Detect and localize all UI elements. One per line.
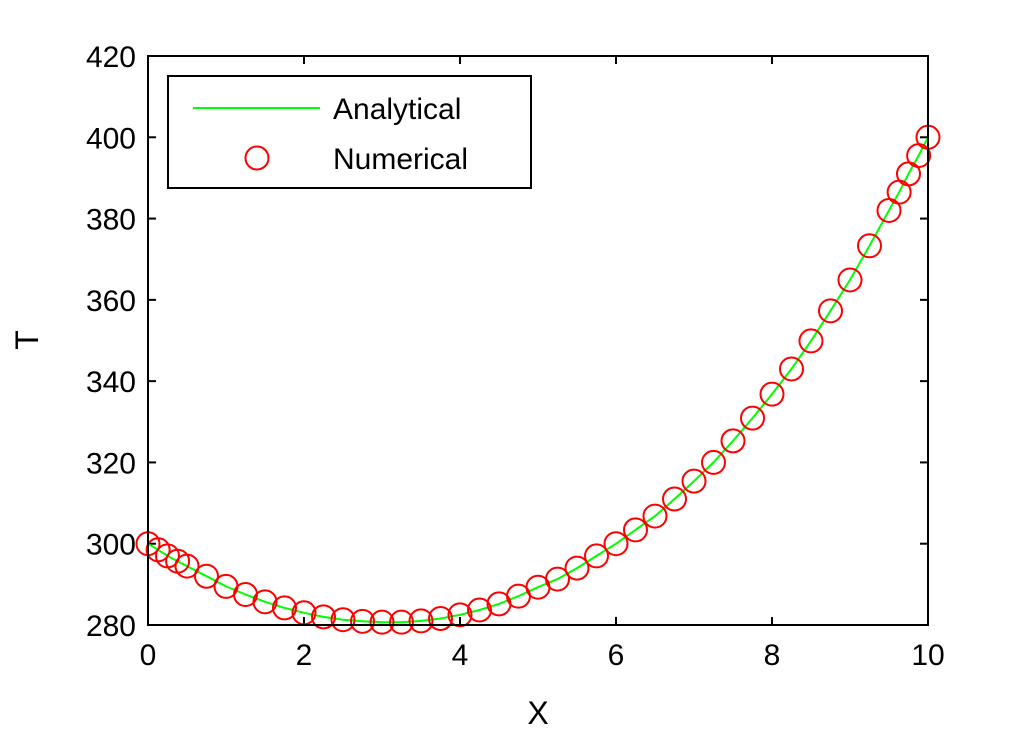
x-tick-label: 10 bbox=[911, 639, 944, 672]
data-point-numerical bbox=[798, 328, 824, 354]
y-tick-label: 400 bbox=[86, 122, 136, 155]
data-point-numerical bbox=[740, 405, 765, 431]
x-tick-label: 4 bbox=[452, 639, 469, 672]
data-point-numerical bbox=[194, 563, 219, 589]
data-point-numerical bbox=[545, 566, 570, 592]
data-point-numerical bbox=[603, 531, 629, 557]
x-tick-label: 0 bbox=[140, 639, 157, 672]
x-tick-label: 8 bbox=[764, 639, 781, 672]
data-point-numerical bbox=[642, 503, 668, 529]
legend-label-analytical: Analytical bbox=[333, 93, 461, 126]
data-point-numerical bbox=[779, 356, 804, 382]
legend: Analytical Numerical bbox=[167, 75, 532, 189]
data-point-numerical bbox=[584, 543, 609, 569]
data-point-numerical bbox=[447, 602, 473, 628]
data-point-numerical bbox=[350, 608, 375, 634]
data-point-numerical bbox=[623, 517, 648, 543]
x-tick-label: 2 bbox=[296, 639, 313, 672]
y-tick-label: 340 bbox=[86, 366, 136, 399]
plot-area bbox=[135, 124, 941, 635]
data-point-numerical bbox=[701, 449, 726, 475]
y-tick-label: 300 bbox=[86, 529, 136, 562]
data-point-numerical bbox=[662, 486, 687, 512]
data-point-numerical bbox=[252, 589, 278, 615]
data-point-numerical bbox=[564, 555, 590, 581]
data-point-numerical bbox=[467, 597, 492, 623]
data-point-numerical bbox=[408, 608, 434, 634]
y-tick-label: 280 bbox=[86, 610, 136, 643]
data-point-numerical bbox=[857, 233, 882, 259]
data-point-numerical bbox=[330, 607, 356, 633]
axis-ticks: 0 2 4 6 8 10 280 300 320 340 360 380 400 420 bbox=[86, 41, 945, 672]
y-axis-label: T bbox=[9, 330, 45, 350]
x-axis-label: X bbox=[527, 695, 548, 731]
data-point-numerical bbox=[389, 609, 414, 635]
series-line-analytical bbox=[147, 136, 929, 624]
legend-box bbox=[167, 75, 532, 189]
data-point-numerical bbox=[174, 553, 200, 579]
data-point-numerical bbox=[720, 428, 746, 454]
data-point-numerical bbox=[837, 267, 863, 293]
data-point-numerical bbox=[428, 605, 453, 631]
y-tick-label: 380 bbox=[86, 204, 136, 237]
data-point-numerical bbox=[681, 468, 707, 494]
data-point-numerical bbox=[369, 609, 395, 635]
data-point-numerical bbox=[759, 381, 785, 407]
y-tick-label: 360 bbox=[86, 285, 136, 318]
y-tick-label: 320 bbox=[86, 447, 136, 480]
data-point-numerical bbox=[311, 604, 336, 630]
legend-label-numerical: Numerical bbox=[333, 143, 468, 176]
data-point-numerical bbox=[818, 298, 843, 324]
y-tick-label: 420 bbox=[86, 41, 136, 74]
data-point-numerical bbox=[272, 595, 297, 621]
x-tick-label: 6 bbox=[608, 639, 625, 672]
axes-box bbox=[147, 55, 929, 626]
legend-marker-numerical bbox=[244, 145, 270, 171]
